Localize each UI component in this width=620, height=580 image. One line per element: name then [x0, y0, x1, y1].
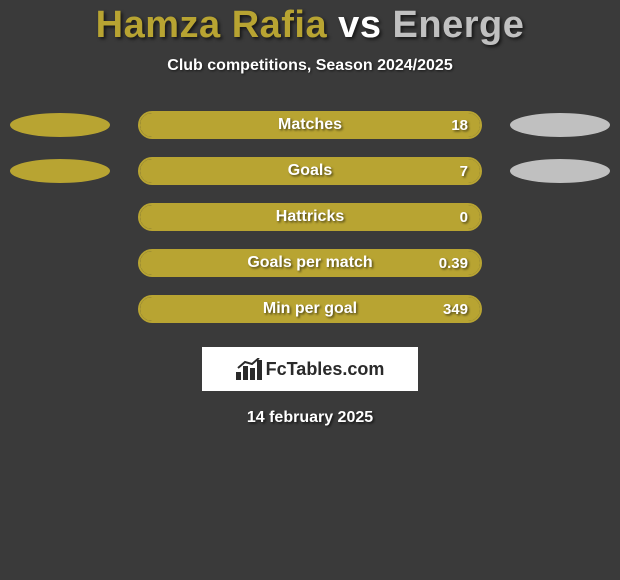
subtitle: Club competitions, Season 2024/2025 [167, 57, 452, 75]
stat-bar: Goals 7 [138, 157, 482, 185]
player-marker-left [10, 159, 110, 183]
stat-label: Goals per match [247, 254, 372, 272]
page-title: Hamza Rafia vs Energe [96, 4, 525, 47]
bar-chart-icon [236, 358, 262, 380]
title-part: Hamza Rafia [96, 4, 327, 46]
date-text: 14 february 2025 [247, 409, 373, 427]
player-marker-left [10, 113, 110, 137]
stat-value: 7 [460, 163, 468, 180]
stat-bar: Matches 18 [138, 111, 482, 139]
stat-value: 0 [460, 209, 468, 226]
stat-value: 18 [451, 117, 468, 134]
stat-label: Matches [278, 116, 342, 134]
title-part: vs [327, 4, 392, 46]
logo-box: FcTables.com [202, 347, 418, 391]
stat-bar: Hattricks 0 [138, 203, 482, 231]
stat-value: 0.39 [439, 255, 468, 272]
infographic-container: Hamza Rafia vs Energe Club competitions,… [0, 0, 620, 580]
title-part: Energe [393, 4, 525, 46]
stat-bar: Goals per match 0.39 [138, 249, 482, 277]
stat-row: Hattricks 0 [0, 203, 620, 231]
stat-row: Matches 18 [0, 111, 620, 139]
stat-row: Goals 7 [0, 157, 620, 185]
player-marker-right [510, 159, 610, 183]
logo-text: FcTables.com [266, 359, 385, 380]
stat-bar: Min per goal 349 [138, 295, 482, 323]
stat-label: Min per goal [263, 300, 357, 318]
stat-value: 349 [443, 301, 468, 318]
player-marker-right [510, 113, 610, 137]
stat-row: Goals per match 0.39 [0, 249, 620, 277]
stat-row: Min per goal 349 [0, 295, 620, 323]
stats-chart: Matches 18 Goals 7 Hattricks 0 Goals per match… [0, 111, 620, 323]
stat-label: Hattricks [276, 208, 344, 226]
stat-label: Goals [288, 162, 332, 180]
